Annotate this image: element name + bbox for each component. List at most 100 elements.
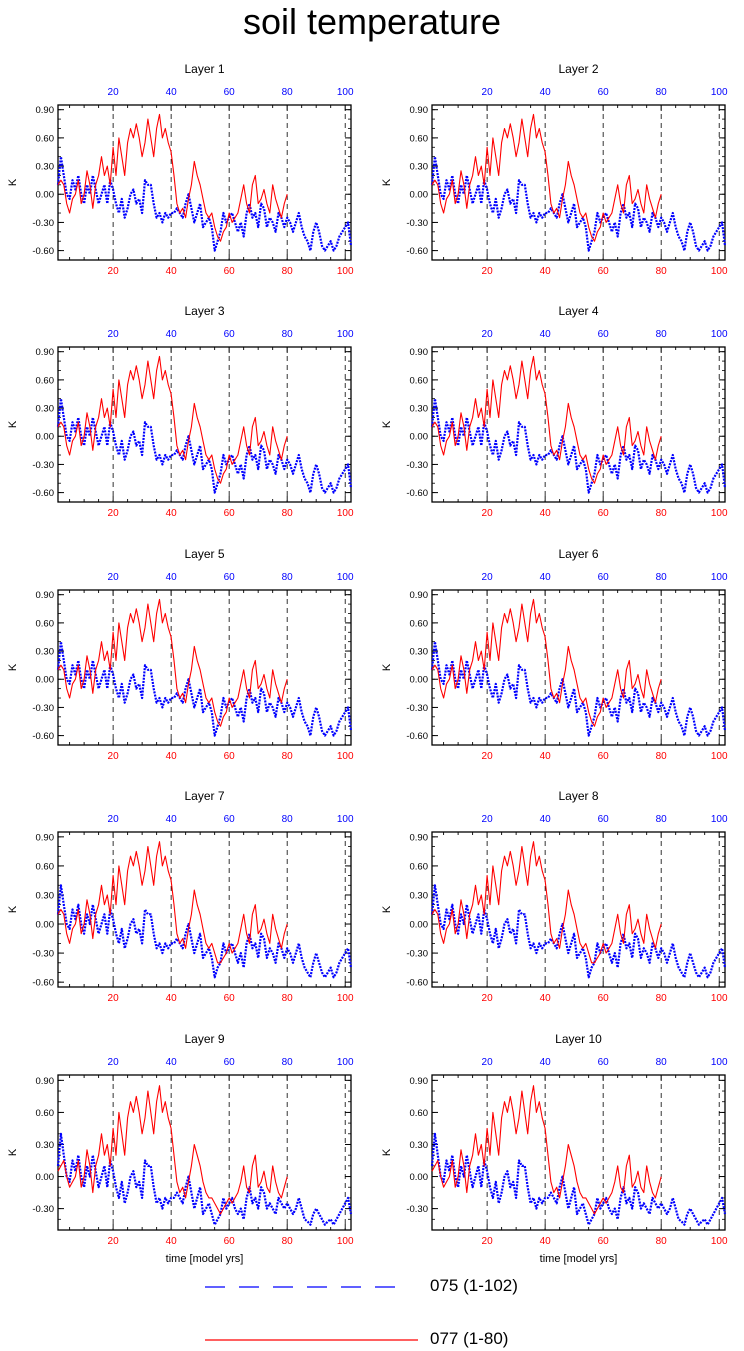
y-tick-label: 0.30 — [410, 1140, 429, 1151]
top-x-tick-label: 80 — [282, 814, 294, 825]
y-tick-label: 0.90 — [36, 1076, 55, 1087]
series-077-line — [57, 113, 288, 242]
bottom-x-tick-label: 20 — [108, 751, 120, 762]
y-tick-label: 0.00 — [410, 675, 429, 686]
plot-frame — [57, 831, 352, 988]
top-x-tick-label: 20 — [482, 572, 494, 583]
y-tick-label: 0.00 — [410, 920, 429, 931]
y-axis-label: K — [7, 420, 19, 428]
y-tick-label: -0.60 — [32, 488, 54, 499]
panel-title: Layer 5 — [184, 547, 224, 561]
series-077-line — [431, 1085, 662, 1215]
y-tick-label: 0.30 — [410, 404, 429, 415]
y-tick-label: 0.90 — [36, 347, 55, 358]
bottom-x-tick-label: 40 — [166, 751, 178, 762]
bottom-x-tick-label: 80 — [282, 993, 294, 1004]
top-x-tick-label: 100 — [711, 87, 728, 98]
top-x-tick-label: 20 — [482, 1057, 494, 1068]
top-x-tick-label: 100 — [337, 87, 354, 98]
top-x-tick-label: 100 — [711, 329, 728, 340]
y-tick-label: 0.30 — [36, 890, 55, 901]
panel-3: Layer 3 0.90 0.60 0.30 0.00 -0.30 -0.60 20 40 60 8… — [7, 304, 354, 519]
bottom-x-tick-label: 80 — [282, 751, 294, 762]
bottom-x-tick-label: 20 — [482, 751, 494, 762]
y-tick-label: -0.30 — [406, 1204, 428, 1215]
y-tick-label: 0.60 — [410, 133, 429, 144]
panel-title: Layer 4 — [558, 304, 598, 318]
series-075-line — [430, 640, 727, 737]
series-077-line — [57, 355, 288, 484]
top-x-tick-label: 20 — [482, 87, 494, 98]
top-x-tick-label: 60 — [224, 87, 236, 98]
top-x-tick-label: 80 — [656, 329, 668, 340]
bottom-x-tick-label: 80 — [282, 1236, 294, 1247]
top-x-tick-label: 80 — [656, 1057, 668, 1068]
bottom-x-tick-label: 20 — [108, 508, 120, 519]
bottom-x-tick-label: 20 — [108, 993, 120, 1004]
top-x-tick-label: 40 — [166, 572, 178, 583]
panel-10: Layer 10 0.90 0.60 0.30 0.00 -0.30 20 40 60 80 100… — [381, 1032, 728, 1265]
plot-frame — [431, 831, 726, 988]
bottom-x-tick-label: 100 — [711, 751, 728, 762]
x-axis-label: time [model yrs] — [540, 1253, 618, 1265]
top-x-tick-label: 40 — [166, 87, 178, 98]
y-tick-label: 0.00 — [410, 432, 429, 443]
top-x-tick-label: 100 — [337, 814, 354, 825]
bottom-x-tick-label: 100 — [337, 1236, 354, 1247]
y-tick-label: 0.30 — [410, 890, 429, 901]
plot-frame — [431, 346, 726, 503]
top-x-tick-label: 100 — [711, 572, 728, 583]
top-x-tick-label: 80 — [282, 329, 294, 340]
bottom-x-tick-label: 20 — [108, 1236, 120, 1247]
bottom-x-tick-label: 60 — [598, 993, 610, 1004]
plot-frame — [57, 1074, 352, 1231]
x-axis-label: time [model yrs] — [166, 1253, 244, 1265]
y-tick-label: 0.90 — [36, 105, 55, 116]
y-tick-label: 0.90 — [410, 1076, 429, 1087]
y-tick-label: -0.30 — [406, 703, 428, 714]
legend — [205, 1286, 418, 1341]
legend-label-075: 075 (1-102) — [430, 1276, 518, 1295]
y-axis-label: K — [381, 178, 393, 186]
panel-title: Layer 1 — [184, 62, 224, 76]
series-075-line — [430, 155, 727, 252]
bottom-x-tick-label: 100 — [337, 993, 354, 1004]
y-tick-label: 0.30 — [410, 647, 429, 658]
plot-frame — [57, 589, 352, 746]
top-x-tick-label: 60 — [598, 814, 610, 825]
bottom-x-tick-label: 60 — [224, 1236, 236, 1247]
top-x-tick-label: 20 — [108, 1057, 120, 1068]
top-x-tick-label: 40 — [540, 1057, 552, 1068]
top-x-tick-label: 100 — [711, 1057, 728, 1068]
bottom-x-tick-label: 80 — [656, 508, 668, 519]
y-axis-label: K — [7, 178, 19, 186]
series-075-line — [56, 397, 353, 494]
panel-8: Layer 8 0.90 0.60 0.30 0.00 -0.30 -0.60 20 40 60 8… — [381, 789, 728, 1004]
bottom-x-tick-label: 100 — [337, 751, 354, 762]
top-x-tick-label: 40 — [540, 87, 552, 98]
series-077-line — [431, 598, 662, 727]
panel-title: Layer 6 — [558, 547, 598, 561]
top-x-tick-label: 100 — [337, 1057, 354, 1068]
y-axis-label: K — [7, 905, 19, 913]
top-x-tick-label: 100 — [711, 814, 728, 825]
top-x-tick-label: 80 — [282, 1057, 294, 1068]
y-tick-label: -0.30 — [406, 218, 428, 229]
series-077-line — [57, 598, 288, 727]
y-tick-label: 0.60 — [36, 133, 55, 144]
panel-6: Layer 6 0.90 0.60 0.30 0.00 -0.30 -0.60 20 40 60 8… — [381, 547, 728, 762]
bottom-x-tick-label: 80 — [656, 751, 668, 762]
y-tick-label: 0.90 — [36, 832, 55, 843]
top-x-tick-label: 100 — [337, 329, 354, 340]
bottom-x-tick-label: 100 — [711, 508, 728, 519]
bottom-x-tick-label: 100 — [711, 1236, 728, 1247]
panel-4: Layer 4 0.90 0.60 0.30 0.00 -0.30 -0.60 20 40 60 8… — [381, 304, 728, 519]
bottom-x-tick-label: 20 — [482, 993, 494, 1004]
top-x-tick-label: 80 — [656, 814, 668, 825]
top-x-tick-label: 60 — [224, 1057, 236, 1068]
bottom-x-tick-label: 60 — [224, 993, 236, 1004]
y-tick-label: -0.60 — [406, 978, 428, 989]
y-tick-label: -0.30 — [32, 949, 54, 960]
y-tick-label: 0.00 — [36, 1172, 55, 1183]
plot-frame — [57, 346, 352, 503]
